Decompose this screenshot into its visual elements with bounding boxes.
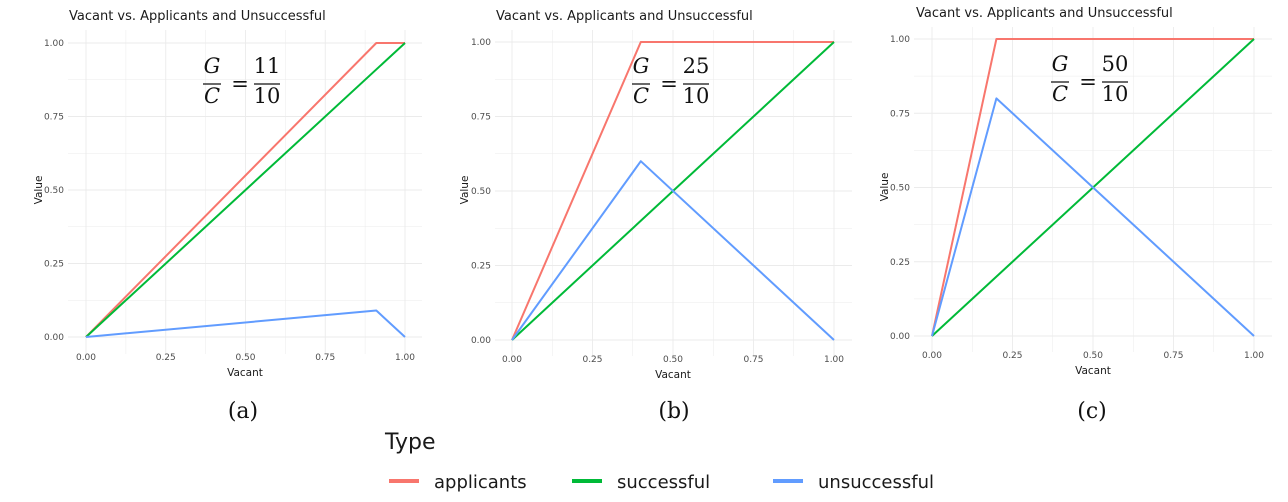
x-tick-label: 0.00 — [76, 353, 96, 363]
x-axis-label: Vacant — [1075, 365, 1111, 377]
formula-rhs-numerator: 50 — [1102, 52, 1129, 76]
formula-rhs-denominator: 10 — [254, 84, 281, 108]
formula-lhs-denominator: C — [1052, 82, 1068, 106]
x-tick-label: 0.75 — [1163, 351, 1183, 361]
chart-panel-1: Vacant vs. Applicants and Unsuccessful 0.… — [33, 9, 422, 424]
x-tick-label: 1.00 — [395, 353, 415, 363]
panels: Vacant vs. Applicants and Unsuccessful 0.… — [33, 6, 1272, 424]
formula-annotation: GC =11 10 — [203, 54, 280, 108]
formula-rhs-numerator: 11 — [254, 54, 281, 78]
x-tick-label: 0.50 — [235, 353, 255, 363]
formula-annotation: GC =50 10 — [1051, 52, 1128, 106]
series-line-unsuccessful — [511, 160, 835, 341]
legend-label: unsuccessful — [818, 472, 934, 493]
x-tick-label: 0.25 — [156, 353, 176, 363]
series-line-unsuccessful — [85, 309, 406, 338]
x-tick-label: 0.50 — [663, 355, 683, 365]
formula-rhs-denominator: 10 — [1102, 82, 1129, 106]
legend-label: successful — [617, 472, 710, 493]
legend-item-unsuccessful: unsuccessful — [773, 472, 934, 493]
panel-sublabel: (b) — [658, 399, 689, 424]
legend-items: applicants successful unsuccessful — [389, 472, 934, 493]
y-tick-label: 0.75 — [890, 109, 910, 119]
x-axis-label: Vacant — [227, 367, 263, 379]
y-tick-label: 0.00 — [471, 336, 491, 346]
y-tick-label: 0.50 — [890, 184, 910, 194]
x-tick-label: 1.00 — [1244, 351, 1264, 361]
formula-lhs-denominator: C — [204, 84, 220, 108]
y-axis-label: Value — [879, 173, 891, 202]
formula-lhs-denominator: C — [633, 84, 649, 108]
panel-sublabel: (c) — [1077, 399, 1107, 424]
y-tick-label: 1.00 — [890, 35, 910, 45]
y-tick-label: 1.00 — [471, 38, 491, 48]
x-tick-label: 0.25 — [1002, 351, 1022, 361]
x-tick-label: 0.00 — [922, 351, 942, 361]
formula-lhs-numerator: G — [633, 54, 650, 78]
series-line-successful — [85, 42, 406, 338]
formula-lhs-numerator: G — [204, 54, 221, 78]
formula-equals: = — [660, 72, 678, 96]
legend-title: Type — [384, 430, 436, 455]
chart-title: Vacant vs. Applicants and Unsuccessful — [69, 9, 326, 24]
x-tick-label: 0.75 — [315, 353, 335, 363]
x-tick-label: 0.75 — [743, 355, 763, 365]
chart-title: Vacant vs. Applicants and Unsuccessful — [916, 6, 1173, 21]
y-tick-label: 0.00 — [890, 332, 910, 342]
formula-lhs-numerator: G — [1052, 52, 1069, 76]
chart-title: Vacant vs. Applicants and Unsuccessful — [496, 9, 753, 24]
y-tick-label: 0.75 — [44, 113, 64, 123]
chart-panel-2: Vacant vs. Applicants and Unsuccessful 0.… — [459, 9, 852, 424]
y-tick-label: 0.25 — [44, 260, 64, 270]
y-tick-label: 0.00 — [44, 333, 64, 343]
legend-label: applicants — [434, 472, 527, 493]
chart-panel-3: Vacant vs. Applicants and Unsuccessful 0.… — [879, 6, 1272, 424]
series-line-unsuccessful — [931, 97, 1255, 337]
x-tick-label: 1.00 — [824, 355, 844, 365]
x-tick-label: 0.25 — [582, 355, 602, 365]
y-tick-label: 1.00 — [44, 39, 64, 49]
y-tick-label: 0.25 — [471, 262, 491, 272]
x-tick-label: 0.50 — [1083, 351, 1103, 361]
y-axis-label: Value — [459, 176, 471, 205]
formula-rhs-denominator: 10 — [683, 84, 710, 108]
y-tick-label: 0.50 — [44, 186, 64, 196]
legend-item-successful: successful — [572, 472, 710, 493]
series-line-applicants — [85, 42, 405, 338]
formula-equals: = — [1079, 70, 1097, 94]
grid — [914, 27, 1272, 352]
y-tick-label: 0.50 — [471, 187, 491, 197]
legend: Type applicants successful unsuccessful — [384, 430, 934, 493]
series-line-applicants — [511, 41, 834, 341]
formula-rhs-numerator: 25 — [683, 54, 710, 78]
panel-sublabel: (a) — [228, 399, 258, 424]
x-tick-label: 0.00 — [502, 355, 522, 365]
legend-item-applicants: applicants — [389, 472, 527, 493]
grid — [68, 30, 422, 354]
formula-annotation: GC =25 10 — [632, 54, 709, 108]
y-tick-label: 0.75 — [471, 113, 491, 123]
x-axis-label: Vacant — [655, 369, 691, 381]
formula-equals: = — [231, 72, 249, 96]
y-tick-label: 0.25 — [890, 258, 910, 268]
y-axis-label: Value — [33, 176, 45, 205]
series-line-applicants — [931, 38, 1254, 337]
